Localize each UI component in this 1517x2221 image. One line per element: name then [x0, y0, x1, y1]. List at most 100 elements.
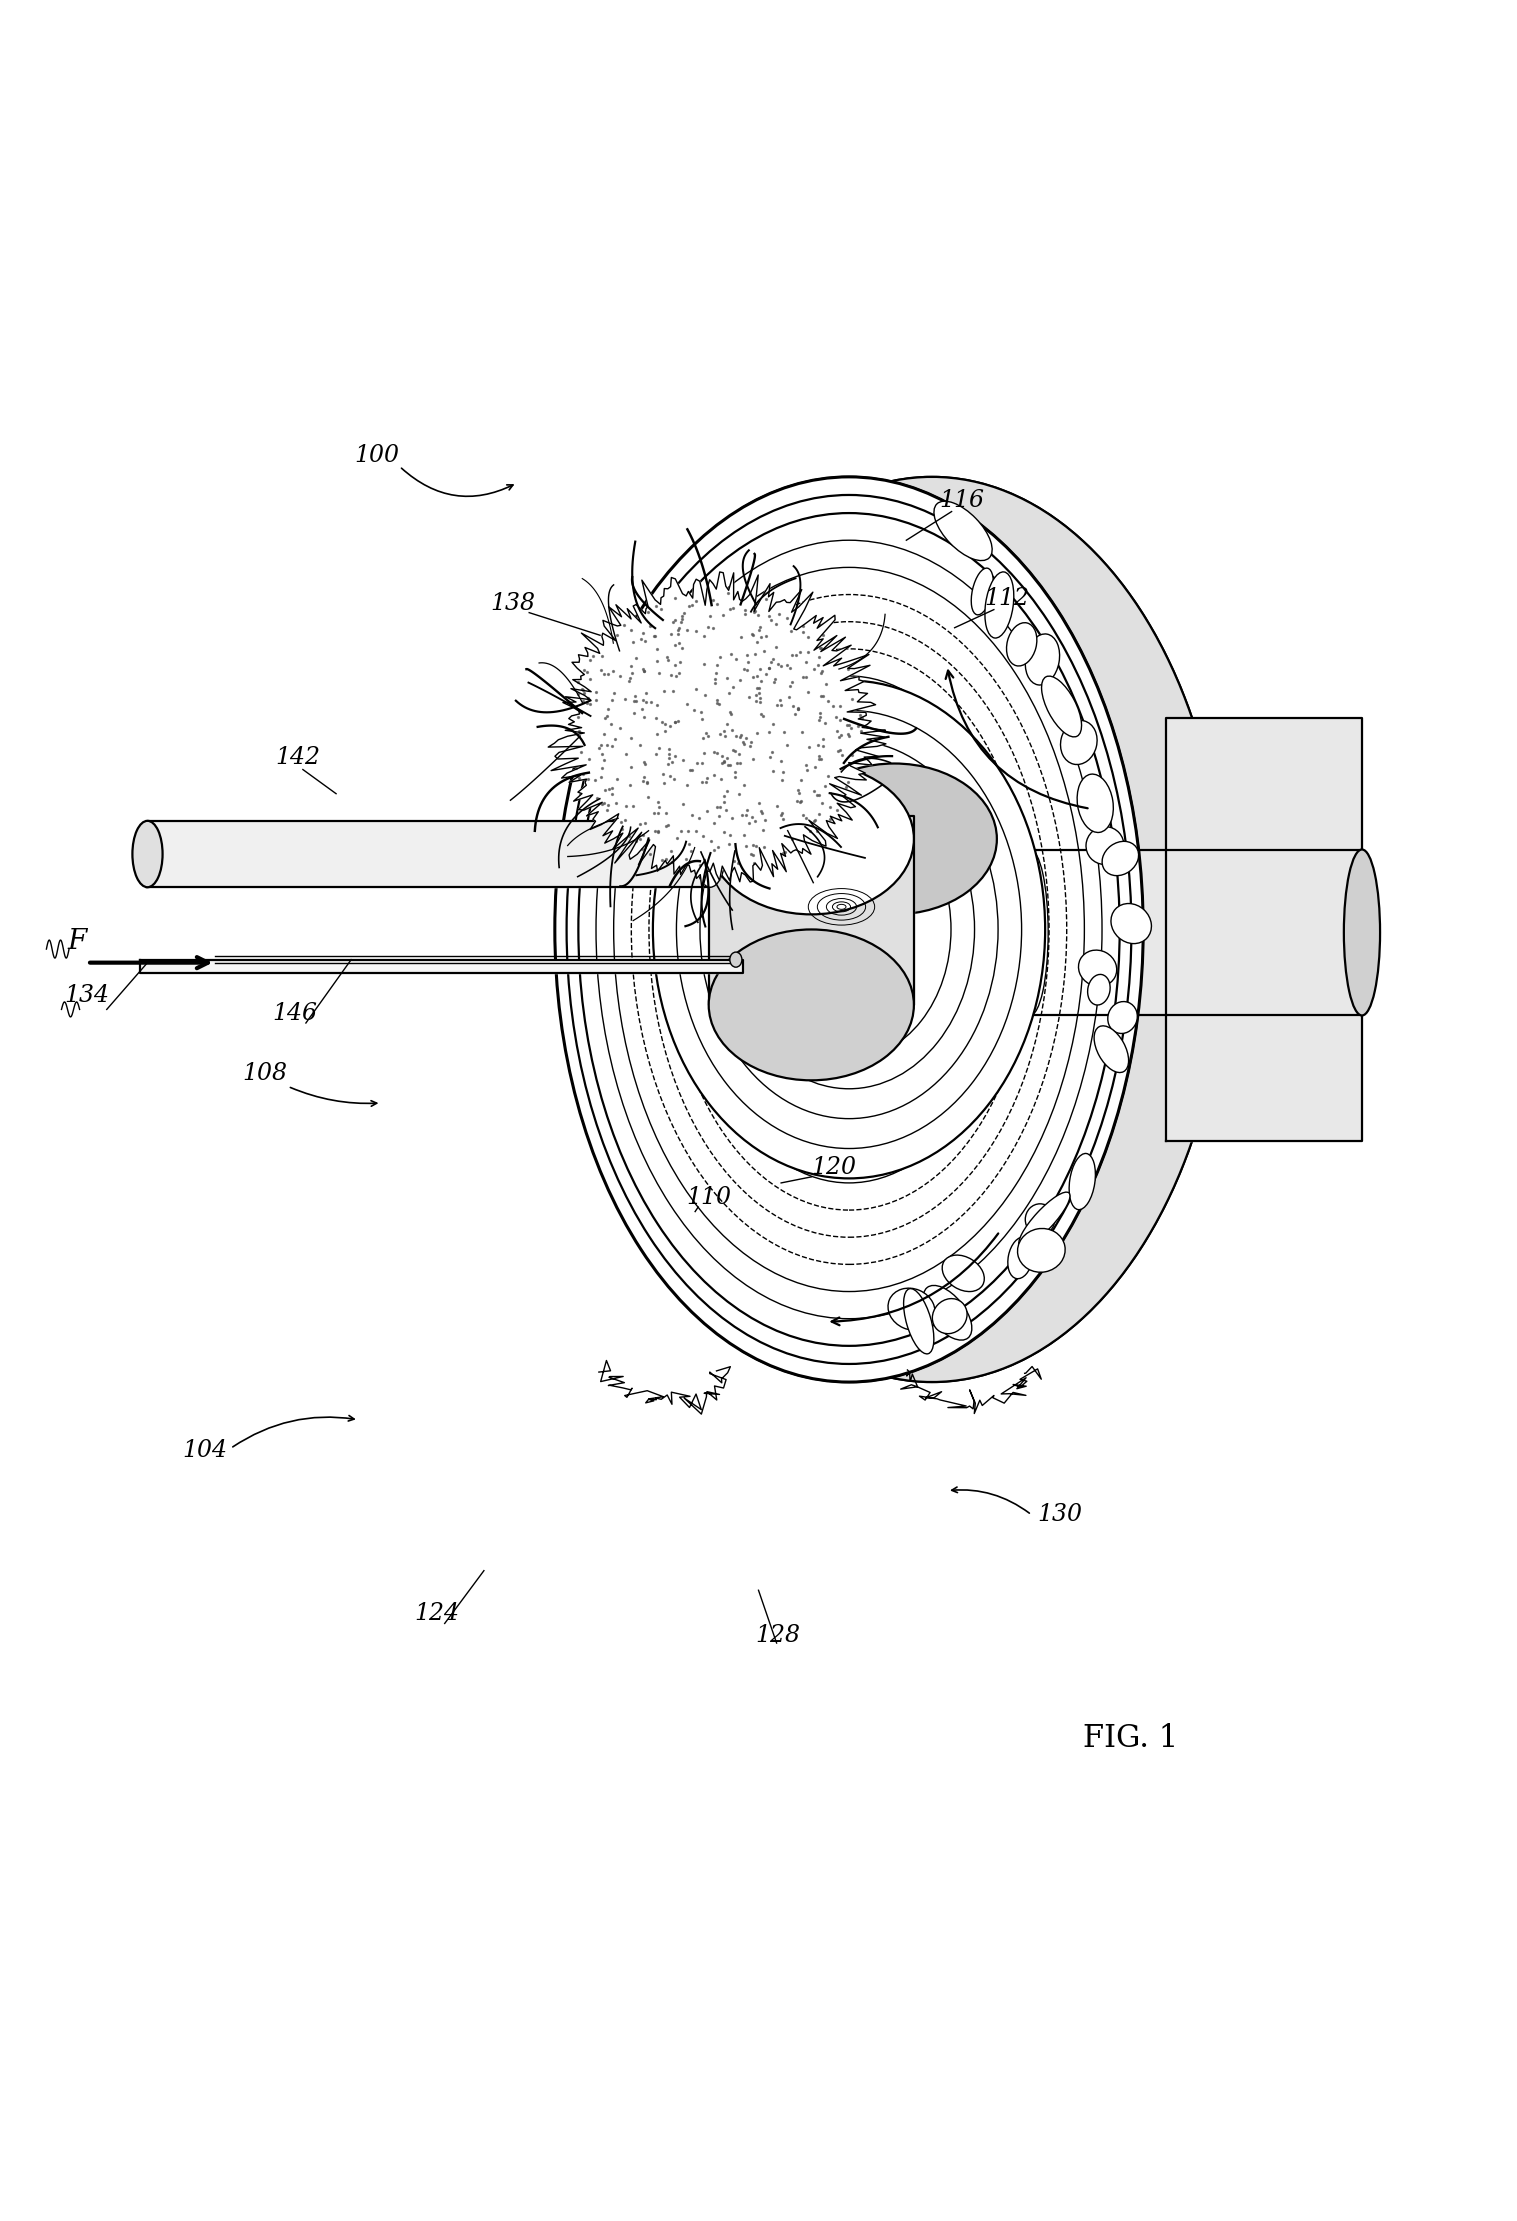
- Point: [636, 595, 660, 631]
- Point: [631, 651, 655, 686]
- Point: [733, 595, 757, 631]
- Point: [657, 642, 681, 677]
- Point: [745, 671, 769, 706]
- Point: [746, 613, 771, 649]
- Point: [742, 742, 766, 777]
- Point: [680, 833, 704, 868]
- Point: [693, 677, 718, 713]
- Ellipse shape: [792, 764, 997, 915]
- Ellipse shape: [1012, 848, 1048, 1015]
- Point: [728, 717, 752, 753]
- Point: [566, 760, 590, 795]
- Point: [651, 704, 675, 740]
- Point: [608, 657, 633, 693]
- Point: [576, 742, 601, 777]
- Point: [746, 675, 771, 711]
- Point: [705, 788, 730, 824]
- Point: [702, 662, 727, 697]
- Point: [596, 788, 620, 824]
- Point: [690, 764, 715, 800]
- Point: [631, 700, 655, 735]
- Point: [623, 640, 648, 675]
- Point: [592, 742, 616, 777]
- Point: [771, 835, 795, 871]
- Point: [708, 715, 733, 751]
- Point: [790, 713, 815, 748]
- Point: [692, 720, 716, 755]
- Text: 130: 130: [1038, 1504, 1083, 1526]
- Point: [705, 682, 730, 717]
- Point: [602, 675, 627, 711]
- Point: [775, 600, 799, 635]
- Ellipse shape: [1018, 1228, 1065, 1273]
- Ellipse shape: [555, 478, 1144, 1381]
- Point: [758, 602, 783, 637]
- Ellipse shape: [132, 822, 162, 886]
- Ellipse shape: [1006, 622, 1036, 666]
- Point: [643, 813, 667, 848]
- Ellipse shape: [677, 711, 1021, 1148]
- Point: [570, 755, 595, 791]
- Point: [715, 660, 739, 695]
- Point: [675, 686, 699, 722]
- Point: [743, 828, 768, 864]
- Point: [748, 680, 772, 715]
- Point: [663, 646, 687, 682]
- Point: [748, 651, 772, 686]
- Point: [786, 773, 810, 808]
- Point: [671, 786, 695, 822]
- Point: [824, 793, 848, 828]
- Point: [660, 844, 684, 880]
- Point: [663, 740, 687, 775]
- Point: [809, 742, 833, 777]
- Point: [715, 773, 739, 808]
- Point: [830, 717, 854, 753]
- Point: [802, 773, 827, 808]
- Point: [757, 597, 781, 633]
- Point: [601, 728, 625, 764]
- Point: [713, 720, 737, 755]
- Point: [802, 748, 827, 784]
- Polygon shape: [147, 822, 710, 886]
- Point: [701, 582, 725, 617]
- Point: [743, 684, 768, 720]
- Point: [765, 788, 789, 824]
- Point: [633, 746, 657, 782]
- Point: [771, 802, 795, 837]
- Point: [587, 731, 611, 766]
- Point: [693, 715, 718, 751]
- Point: [778, 651, 802, 686]
- Point: [684, 813, 708, 848]
- Point: [718, 591, 742, 626]
- Point: [775, 649, 799, 684]
- Point: [631, 764, 655, 800]
- Point: [705, 686, 730, 722]
- Point: [790, 613, 815, 649]
- Point: [804, 813, 828, 848]
- Point: [567, 713, 592, 748]
- Point: [663, 626, 687, 662]
- Point: [836, 708, 860, 744]
- Point: [593, 700, 617, 735]
- Point: [733, 593, 757, 629]
- Point: [740, 826, 765, 862]
- Point: [752, 802, 777, 837]
- Point: [757, 651, 781, 686]
- Ellipse shape: [708, 764, 913, 915]
- Point: [605, 617, 630, 653]
- Point: [746, 671, 771, 706]
- Point: [590, 637, 614, 673]
- Point: [848, 697, 872, 733]
- Point: [771, 753, 795, 788]
- Point: [617, 662, 642, 697]
- Point: [620, 788, 645, 824]
- Ellipse shape: [971, 569, 994, 615]
- Point: [667, 626, 692, 662]
- Point: [762, 753, 786, 788]
- Point: [711, 713, 736, 748]
- Text: 146: 146: [273, 1002, 317, 1024]
- Point: [768, 597, 792, 633]
- Point: [642, 617, 666, 653]
- Point: [692, 735, 716, 771]
- Point: [748, 695, 772, 731]
